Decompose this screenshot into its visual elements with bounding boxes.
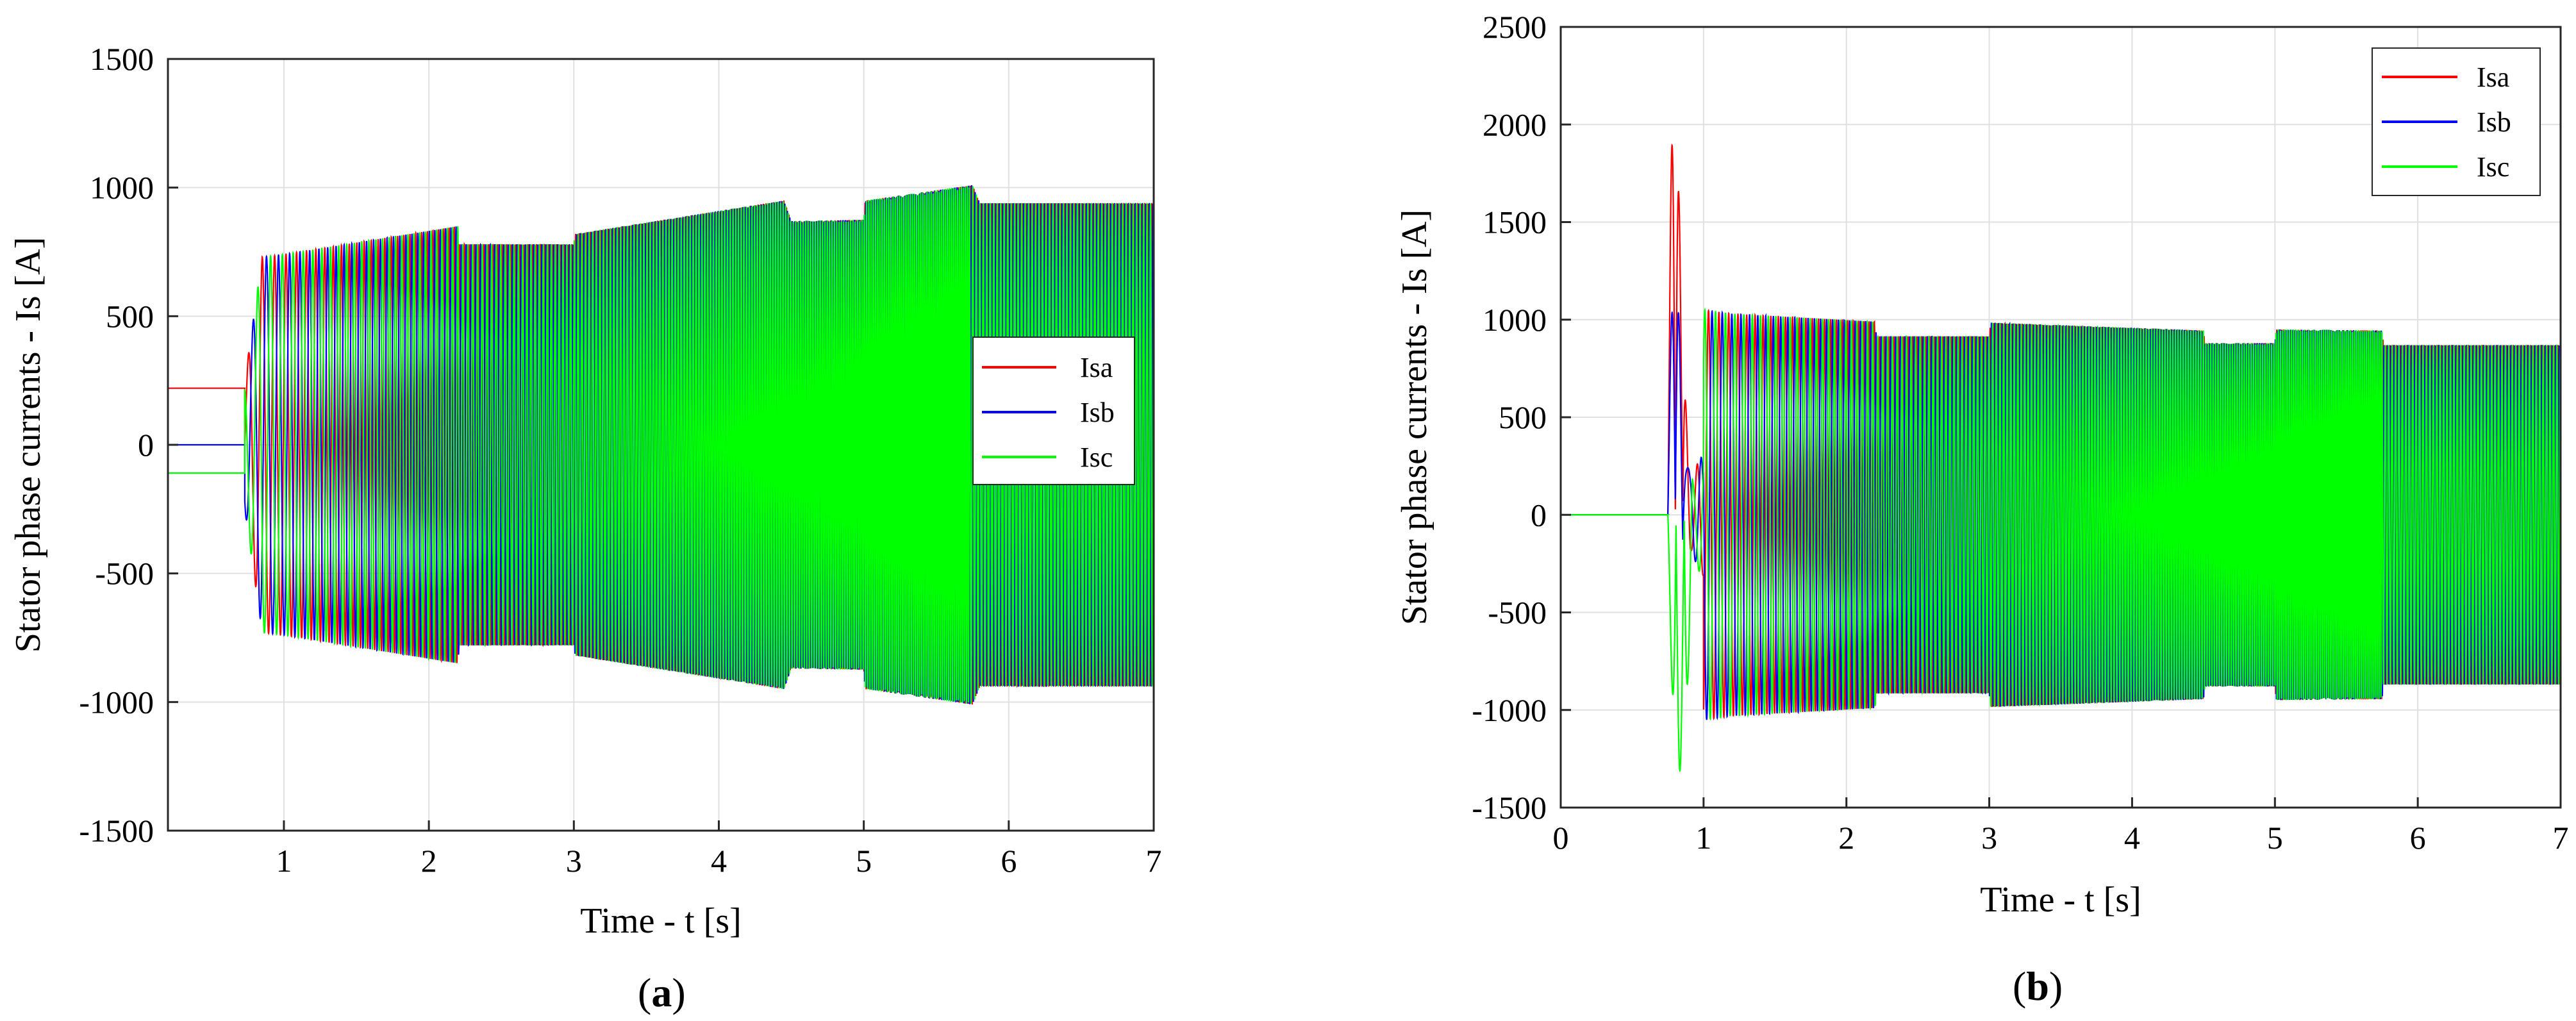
- pb-xtick-label: 2: [1838, 820, 1854, 856]
- pa-xtick-label: 6: [1001, 843, 1017, 879]
- pb-series-isc: [1561, 307, 2561, 772]
- panel-a-legend-label-isa: Isa: [1080, 352, 1113, 383]
- pa-xtick-label: 1: [276, 843, 292, 879]
- pb-xtick-label: 5: [2267, 820, 2283, 856]
- panel-b-chart: 0 1 2 3 4 5 6 7 -1500 -1000 -500 0 500 1000 1500 2000 25…: [1395, 9, 2569, 1009]
- panel-b-legend: Isa Isb Isc: [2372, 47, 2541, 196]
- pa-ytick-label: 1000: [90, 170, 154, 206]
- pb-ytick-label: -1500: [1472, 790, 1547, 826]
- pa-xtick-label: 3: [566, 843, 582, 879]
- panel-a-chart: 1 2 3 4 5 6 7 -1500 -1000 -500 0 500 1000 1500 Stator…: [8, 41, 1162, 1015]
- pb-ytick-label: -1000: [1472, 692, 1547, 728]
- panel-a-ylabel: Stator phase currents - Is [A]: [8, 237, 48, 652]
- pb-ytick-label: -500: [1488, 595, 1547, 631]
- panel-b-xlabel: Time - t [s]: [1980, 880, 2141, 920]
- panel-a-xlabel: Time - t [s]: [580, 901, 742, 941]
- pa-xtick-label: 2: [421, 843, 437, 879]
- panel-b-legend-label-isb: Isb: [2477, 106, 2511, 138]
- panel-a-legend: Isa Isb Isc: [972, 336, 1135, 485]
- panel-b-ticks: 0 1 2 3 4 5 6 7 -1500 -1000 -500 0 500 1000 1500 2000 25…: [1472, 9, 2568, 856]
- pb-xtick-label: 3: [1981, 820, 1997, 856]
- panel-b-caption: (b): [2013, 963, 2063, 1009]
- pb-ytick-label: 1000: [1483, 302, 1547, 338]
- pb-xtick-label: 4: [2124, 820, 2140, 856]
- pa-ytick-label: -1000: [79, 684, 154, 720]
- pb-xtick-label: 6: [2410, 820, 2426, 856]
- pa-ytick-label: -1500: [79, 813, 154, 849]
- pb-ytick-label: 500: [1499, 399, 1547, 435]
- panel-a-legend-label-isc: Isc: [1080, 442, 1113, 473]
- pb-ytick-label: 0: [1531, 497, 1547, 533]
- pb-xtick-label: 0: [1553, 820, 1569, 856]
- panel-b-caption-letter: b: [2026, 963, 2049, 1009]
- pa-series-isc: [168, 186, 1154, 704]
- pb-ytick-label: 1500: [1483, 204, 1547, 240]
- panel-a-caption-letter: a: [651, 970, 672, 1015]
- pa-xtick-label: 4: [711, 843, 727, 879]
- pa-ytick-label: 1500: [90, 41, 154, 77]
- pa-ytick-label: 0: [138, 427, 154, 463]
- pa-ytick-label: 500: [106, 298, 154, 334]
- pa-xtick-label: 5: [856, 843, 872, 879]
- pa-xtick-label: 7: [1146, 843, 1162, 879]
- panel-b-ylabel: Stator phase currents - Is [A]: [1395, 210, 1434, 625]
- pb-ytick-label: 2500: [1483, 9, 1547, 45]
- panel-b-legend-label-isc: Isc: [2477, 151, 2509, 183]
- panel-a-legend-label-isb: Isb: [1080, 397, 1115, 428]
- panel-a-caption: (a): [638, 970, 686, 1015]
- pb-xtick-label: 7: [2553, 820, 2569, 856]
- pb-ytick-label: 2000: [1483, 106, 1547, 142]
- panel-b-traces: [1561, 144, 2561, 772]
- pa-ytick-label: -500: [95, 556, 154, 592]
- panel-a-ticks: 1 2 3 4 5 6 7 -1500 -1000 -500 0 500 1000 1500: [79, 41, 1161, 879]
- panel-b-legend-label-isa: Isa: [2477, 62, 2509, 93]
- pb-xtick-label: 1: [1695, 820, 1711, 856]
